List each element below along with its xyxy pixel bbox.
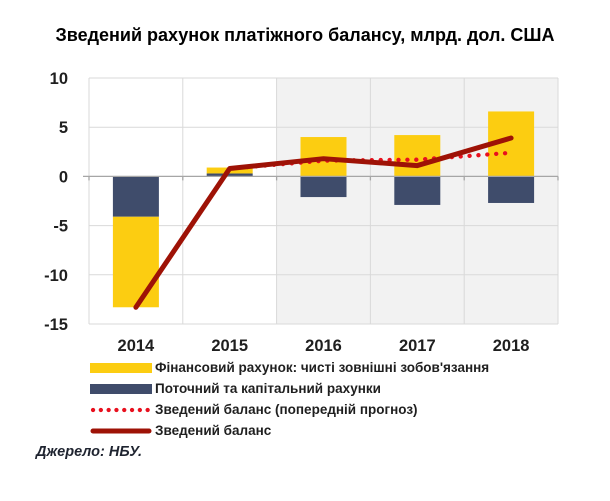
- x-tick-label: 2017: [399, 337, 436, 355]
- financial-account-swatch-icon: [90, 362, 152, 373]
- legend-item-forecast-balance: Зведений баланс (попередній прогноз): [90, 399, 489, 420]
- consolidated-balance-line: [133, 135, 514, 310]
- legend-label-financial-account: Фінансовий рахунок: чисті зовнішні зобов…: [155, 360, 490, 375]
- y-tick-label: -5: [53, 218, 68, 236]
- y-tick-label: 10: [50, 70, 68, 88]
- solid-line-swatch-icon: [90, 428, 152, 433]
- legend-item-financial-account: Фінансовий рахунок: чисті зовнішні зобов…: [90, 357, 489, 378]
- bar-current-2014: [112, 176, 159, 217]
- bar-current-2016: [300, 176, 347, 198]
- bar-current-2018: [488, 176, 535, 203]
- legend-label-current-account: Поточний та капітальний рахунки: [155, 381, 381, 396]
- bar-financial-2017: [394, 135, 441, 177]
- bar-financial-2014: [112, 216, 159, 308]
- dotted-line-swatch-icon: [90, 407, 152, 412]
- x-tick-label: 2015: [211, 337, 248, 355]
- bar-current-2017: [394, 176, 441, 205]
- y-tick-label: -15: [44, 316, 68, 334]
- y-tick-label: 5: [59, 119, 68, 137]
- chart-legend: Фінансовий рахунок: чисті зовнішні зобов…: [90, 357, 489, 441]
- legend-item-current-account: Поточний та капітальний рахунки: [90, 378, 489, 399]
- legend-label-forecast-balance: Зведений баланс (попередній прогноз): [155, 402, 418, 417]
- chart-title: Зведений рахунок платіжного балансу, млр…: [55, 25, 555, 45]
- source-note: Джерело: НБУ.: [36, 444, 142, 460]
- y-tick-label: -10: [44, 267, 68, 285]
- y-tick-label: 0: [59, 168, 68, 186]
- x-tick-label: 2016: [305, 337, 342, 355]
- legend-label-consolidated-balance: Зведений баланс: [155, 423, 272, 438]
- x-tick-label: 2014: [118, 337, 156, 355]
- legend-item-consolidated-balance: Зведений баланс: [90, 420, 489, 441]
- bar-current-2015: [206, 173, 253, 177]
- current-account-swatch-icon: [90, 383, 152, 394]
- x-tick-label: 2018: [493, 337, 530, 355]
